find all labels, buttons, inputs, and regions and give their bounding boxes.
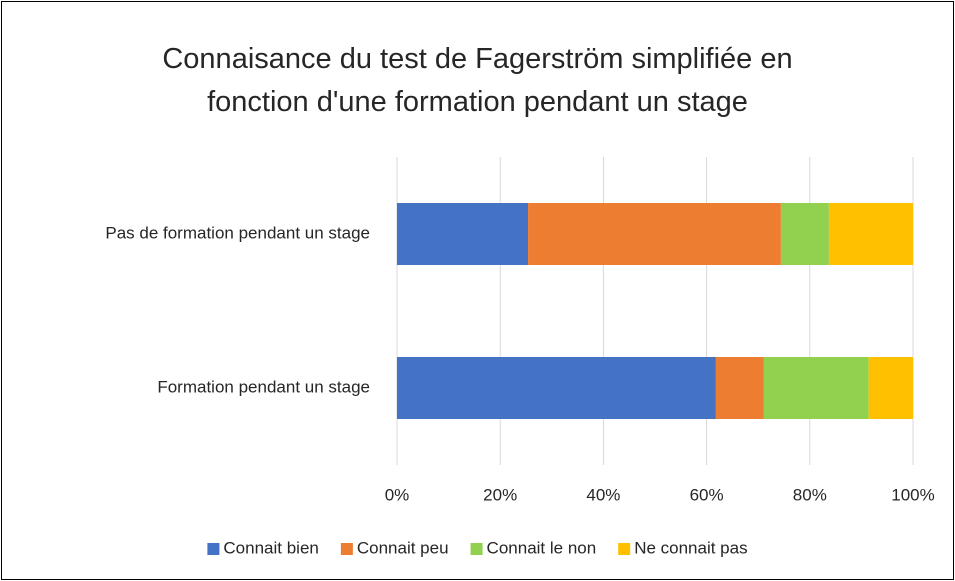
x-tick-label: 80%	[793, 485, 827, 504]
legend-label: Connait le non	[487, 538, 597, 557]
legend-swatch	[618, 543, 631, 555]
bar-segment	[528, 203, 781, 265]
legend-label: Connait peu	[357, 538, 449, 557]
bar-segment	[868, 357, 913, 419]
bar-segment	[397, 357, 716, 419]
x-tick-label: 0%	[385, 485, 410, 504]
bar-segment	[397, 203, 529, 265]
bar-segment	[763, 357, 869, 419]
legend-swatch	[340, 543, 353, 555]
legend-label: Ne connait pas	[634, 538, 747, 557]
x-tick-label: 60%	[690, 485, 724, 504]
x-tick-label: 20%	[483, 485, 517, 504]
chart-title: Connaisance du test de Fagerström simpli…	[162, 43, 793, 118]
bar-segment	[780, 203, 829, 265]
bar-segment	[715, 357, 764, 419]
x-tick-label: 40%	[586, 485, 620, 504]
y-tick-label: Pas de formation pendant un stage	[105, 223, 370, 242]
legend-swatch	[207, 543, 220, 555]
title-box: Connaisance du test de Fagerström simpli…	[0, 38, 955, 124]
x-tick-label: 100%	[891, 485, 934, 504]
y-tick-label: Formation pendant un stage	[157, 377, 370, 396]
bar-segment	[828, 203, 913, 265]
legend-swatch	[470, 543, 483, 555]
legend-label: Connait bien	[223, 538, 318, 557]
